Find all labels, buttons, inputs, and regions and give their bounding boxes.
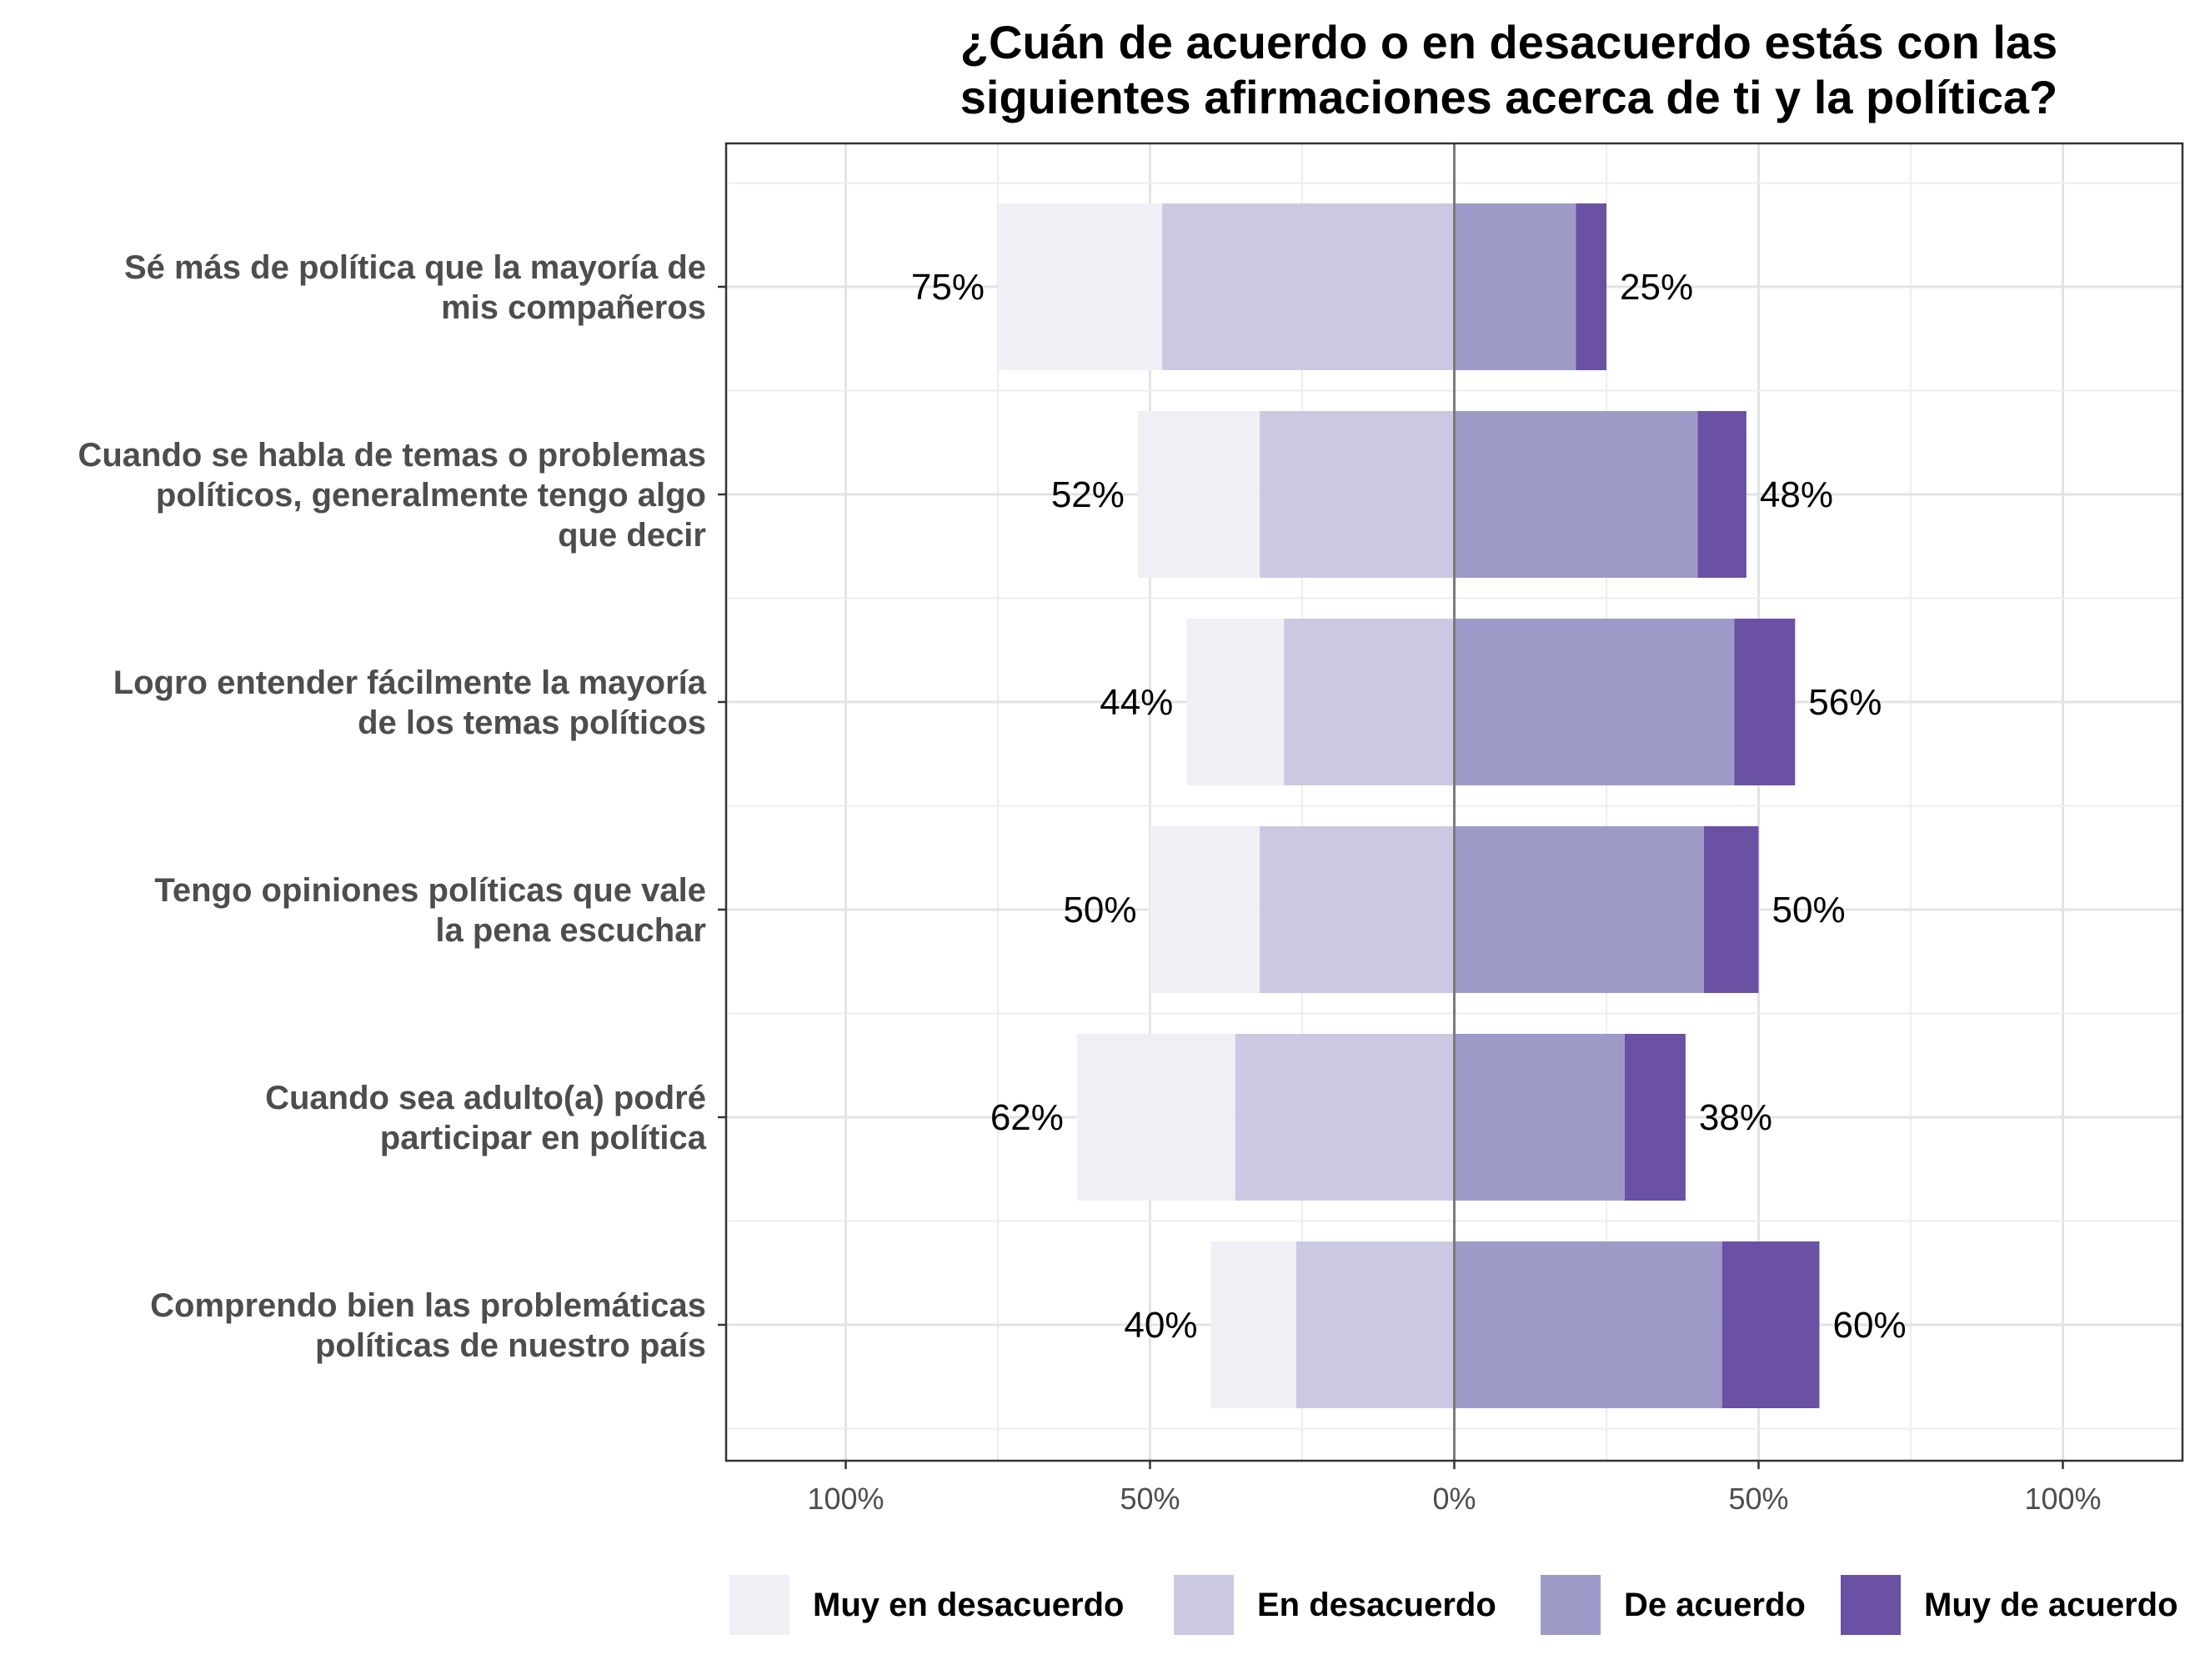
bar-en-desacuerdo-5	[1235, 1034, 1455, 1201]
x-tick-label: 50%	[1120, 1482, 1180, 1516]
category-label: Comprendo bien las problemáticas	[150, 1287, 706, 1324]
bar-de-acuerdo-2	[1454, 411, 1698, 578]
category-label: participar en política	[380, 1120, 707, 1156]
category-label: Cuando sea adulto(a) podré	[265, 1080, 706, 1116]
left-total-label: 40%	[1124, 1305, 1197, 1346]
legend-swatch-en-desacuerdo	[1174, 1575, 1234, 1635]
legend-label-muy-de-acuerdo: Muy de acuerdo	[1924, 1586, 2178, 1623]
legend-label-en-desacuerdo: En desacuerdo	[1257, 1586, 1496, 1623]
bar-muy-en-desacuerdo-1	[998, 203, 1163, 370]
bar-muy-en-desacuerdo-3	[1186, 619, 1285, 785]
right-total-label: 48%	[1760, 474, 1833, 515]
chart-title-line-1: ¿Cuán de acuerdo o en desacuerdo estás c…	[960, 16, 2058, 68]
bar-en-desacuerdo-1	[1162, 203, 1455, 370]
legend: Muy en desacuerdo	[729, 1575, 1125, 1635]
category-label: de los temas políticos	[358, 705, 706, 741]
x-tick-label: 100%	[807, 1482, 884, 1516]
right-total-label: 60%	[1833, 1305, 1907, 1346]
data-labels: 75% 25% 52% 48% 44% 56% 50% 50% 62% 38% 40% 60%	[911, 267, 1907, 1346]
category-label: mis compañeros	[441, 289, 706, 326]
category-label: que decir	[558, 517, 706, 554]
left-total-label: 75%	[911, 267, 985, 308]
bar-muy-en-desacuerdo-2	[1137, 411, 1260, 578]
bar-muy-de-acuerdo-1	[1576, 203, 1606, 370]
bar-muy-de-acuerdo-6	[1721, 1241, 1820, 1408]
bar-en-desacuerdo-3	[1284, 619, 1455, 785]
bar-en-desacuerdo-6	[1295, 1241, 1455, 1408]
bar-muy-de-acuerdo-4	[1703, 826, 1759, 993]
left-total-label: 52%	[1051, 474, 1125, 515]
bar-en-desacuerdo-4	[1259, 826, 1455, 993]
bar-muy-en-desacuerdo-6	[1210, 1241, 1296, 1408]
bar-muy-de-acuerdo-3	[1734, 619, 1796, 785]
bar-de-acuerdo-6	[1454, 1241, 1722, 1408]
category-label: políticas de nuestro país	[315, 1327, 706, 1364]
bar-muy-en-desacuerdo-5	[1076, 1034, 1235, 1201]
legend-swatch-de-acuerdo	[1541, 1575, 1601, 1635]
category-label: Tengo opiniones políticas que vale	[154, 872, 706, 909]
right-total-label: 38%	[1699, 1097, 1772, 1138]
bar-muy-de-acuerdo-5	[1624, 1034, 1686, 1201]
bar-en-desacuerdo-2	[1259, 411, 1455, 578]
x-tick-label: 0%	[1432, 1482, 1476, 1516]
category-label: Sé más de política que la mayoría de	[124, 249, 706, 286]
category-label: Logro entender fácilmente la mayoría	[113, 664, 707, 701]
legend-label-muy-en-desacuerdo: Muy en desacuerdo	[813, 1586, 1125, 1623]
bar-de-acuerdo-4	[1454, 826, 1704, 993]
legend-item-4: Muy de acuerdo	[1841, 1575, 2178, 1635]
x-tick-label: 100%	[2024, 1482, 2101, 1516]
right-total-label: 25%	[1620, 267, 1693, 308]
left-total-label: 44%	[1100, 682, 1173, 723]
legend-item-2: En desacuerdo	[1174, 1575, 1496, 1635]
category-label: Cuando se habla de temas o problemas	[78, 437, 706, 474]
axes: 100% 50% 0% 50% 100% Sé más de política que l…	[78, 142, 2184, 1516]
category-label: políticos, generalmente tengo algo	[156, 477, 706, 514]
legend-label-de-acuerdo: De acuerdo	[1624, 1586, 1806, 1623]
x-tick-label: 50%	[1728, 1482, 1788, 1516]
legend-swatch-muy-en-desacuerdo	[729, 1575, 789, 1635]
category-label: la pena escuchar	[435, 912, 706, 949]
left-total-label: 50%	[1063, 890, 1136, 930]
bar-de-acuerdo-1	[1454, 203, 1576, 370]
left-total-label: 62%	[990, 1097, 1064, 1138]
bars	[998, 203, 1820, 1408]
bar-muy-en-desacuerdo-4	[1150, 826, 1260, 993]
bar-de-acuerdo-5	[1454, 1034, 1625, 1201]
right-total-label: 50%	[1772, 890, 1846, 930]
legend-item-3: De acuerdo	[1541, 1575, 1806, 1635]
bar-de-acuerdo-3	[1454, 619, 1735, 785]
bar-muy-de-acuerdo-2	[1697, 411, 1746, 578]
chart-title: ¿Cuán de acuerdo o en desacuerdo estás c…	[725, 15, 2205, 125]
chart-title-line-2: siguientes afirmaciones acerca de ti y l…	[960, 71, 2058, 123]
legend-swatch-muy-de-acuerdo	[1841, 1575, 1901, 1635]
right-total-label: 56%	[1808, 682, 1882, 723]
